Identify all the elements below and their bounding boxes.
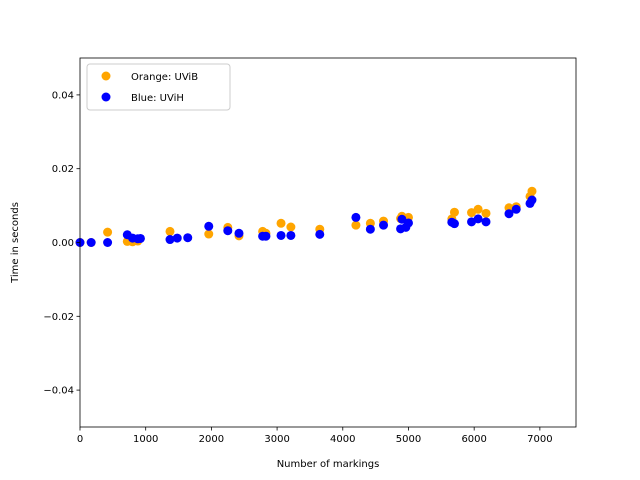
data-point (449, 219, 459, 229)
legend-marker-blue (101, 92, 111, 102)
data-point (315, 229, 325, 239)
data-point (403, 218, 413, 228)
data-point (276, 218, 286, 228)
x-tick-label: 4000 (330, 434, 355, 445)
data-point (103, 238, 113, 247)
y-axis-label: Time in seconds (10, 202, 21, 284)
legend: Orange: UViB Blue: UViH (86, 63, 231, 111)
legend-box (86, 63, 231, 111)
y-tick-label: 0.04 (52, 90, 74, 101)
data-point (527, 195, 537, 205)
data-point (172, 233, 182, 243)
data-point (261, 231, 271, 241)
y-tick-label: −0.02 (43, 312, 74, 323)
data-point (234, 228, 244, 238)
data-point (473, 214, 483, 224)
x-axis: 0 1000 2000 3000 4000 5000 6000 7000 (77, 427, 553, 445)
data-point (204, 221, 214, 231)
legend-label-orange: Orange: UViB (131, 72, 198, 83)
x-tick-label: 5000 (396, 434, 421, 445)
data-point (365, 224, 375, 234)
y-tick-label: 0.00 (52, 238, 74, 249)
data-point (379, 220, 389, 230)
points-layer (75, 186, 537, 247)
y-tick-label: 0.02 (52, 164, 74, 175)
x-tick-label: 3000 (264, 434, 289, 445)
data-point (135, 233, 145, 243)
data-point (276, 230, 286, 240)
y-tick-label: −0.04 (43, 386, 74, 397)
data-point (351, 212, 361, 222)
plot-area (80, 58, 576, 427)
x-tick-label: 1000 (133, 434, 158, 445)
data-point (165, 226, 175, 236)
data-point (511, 204, 521, 214)
series-1 (75, 195, 537, 247)
data-point (481, 208, 491, 218)
data-point (397, 214, 407, 224)
data-point (223, 226, 233, 236)
data-point (481, 217, 491, 227)
legend-marker-orange (101, 71, 111, 81)
data-point (351, 220, 361, 230)
data-point (527, 186, 537, 196)
x-tick-label: 2000 (199, 434, 224, 445)
data-point (473, 204, 483, 214)
x-tick-label: 6000 (461, 434, 486, 445)
legend-label-blue: Blue: UViH (131, 93, 184, 104)
data-point (204, 229, 214, 239)
data-point (183, 233, 193, 243)
data-point (286, 230, 296, 240)
x-tick-label: 0 (77, 434, 83, 445)
data-point (286, 222, 296, 232)
data-point (103, 227, 113, 237)
data-point (86, 238, 96, 247)
data-point (504, 209, 514, 219)
y-axis: −0.04 −0.02 0.00 0.02 0.04 (43, 90, 80, 397)
data-point (449, 207, 459, 217)
x-tick-label: 7000 (527, 434, 552, 445)
data-point (165, 235, 175, 245)
x-axis-label: Number of markings (277, 459, 380, 470)
